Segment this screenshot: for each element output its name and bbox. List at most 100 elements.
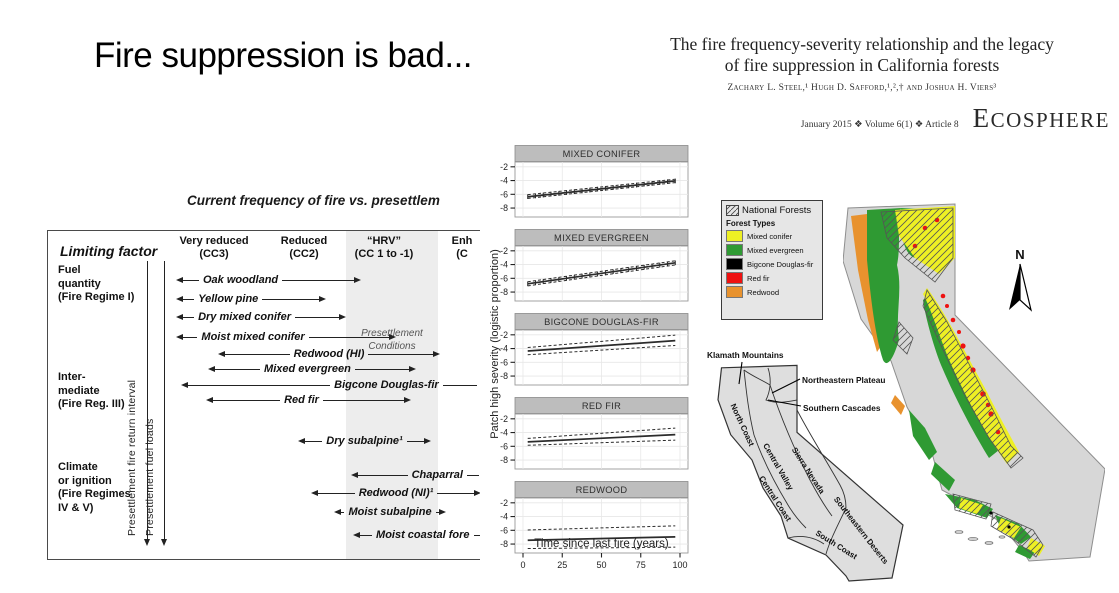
arrow-label: Dry subalpine¹ [326,435,403,447]
presettlement-conditions-note: Presettlement Conditions [361,328,423,352]
range-arrow-yellow-pine: Yellow pine [176,292,326,306]
chart-svg-mixed-conifer: MIXED CONIFER -2 -4 -6 -8 [500,145,689,218]
left-arrowhead [208,366,215,372]
map-legend: National Forests Forest Types Mixed coni… [721,200,823,320]
arrow-label: Dry mixed conifer [198,311,291,323]
callout-label-klamath-mountains: Klamath Mountains [707,350,784,360]
left-arrowhead [181,382,188,388]
national-forests-hatch-icon [726,205,739,216]
left-arrowhead [206,397,213,403]
arrow-line [183,298,195,300]
confidence-line [527,525,676,531]
right-arrowhead [404,397,412,403]
arrow-line [215,368,261,370]
arrow-line [358,474,408,476]
arrow-line [282,279,354,281]
range-arrow-red-fir: Red fir [206,393,412,407]
vertical-axis-arrowhead [144,539,151,546]
chart-svg-mixed-evergreen: MIXED EVERGREEN -2 -4 -6 -8 [500,229,689,302]
arrow-line [225,353,290,355]
y-tick-label: -4 [500,428,508,438]
channel-islands [954,530,1006,545]
legend-swatch-mixed-evergreen [726,244,743,256]
left-arrowhead [176,277,183,283]
mean-line [527,433,676,443]
legend-label-red-fir: Red fir [747,273,770,283]
chart-title-bar [514,397,689,414]
arrow-line [262,298,319,300]
legend-title-row: National Forests [726,205,818,216]
y-tick-label: -4 [500,176,508,186]
paper-title-line2: of fire suppression in California forest… [724,55,1000,75]
national-forest-hatching [880,207,1044,558]
left-arrowhead [334,509,341,515]
row-group-label-climate: Climate or ignition (Fire Regimes IV & V… [58,461,131,514]
row-group-label-inter: Inter- mediate (Fire Reg. III) [58,371,125,410]
left-arrowhead [311,490,318,496]
chart-title-bar [514,481,689,498]
confidence-line [527,178,676,196]
vertical-axis-label-presettlement-fuel-loads: Presettlement fuel loads [144,418,156,536]
y-tick-label: -2 [500,246,508,256]
arrow-line [442,384,477,386]
legend-swatch-redwood [726,286,743,298]
legend-label-bigcone-douglas-fir: Bigcone Douglas-fir [747,259,814,269]
hrv-shaded-band [346,231,438,559]
california-regions-inset-map: Klamath Mountains Northeastern Plateau Sou… [707,350,904,582]
right-arrowhead [409,366,416,372]
left-arrowhead [176,314,183,320]
left-arrowhead [176,296,183,302]
y-tick-label: -8 [500,287,508,297]
y-tick-label: -8 [500,455,508,465]
paper-authors: Zachary L. Steel,¹ Hugh D. Safford,¹,²,†… [727,83,997,93]
y-tick-label: -6 [500,441,508,451]
left-arrowhead [298,438,305,444]
x-tick-label: 100 [672,560,687,570]
y-tick-label: -2 [500,414,508,424]
legend-swatch-mixed-conifer [726,230,743,242]
right-arrowhead [433,351,441,357]
inset-region-boundaries [743,367,847,555]
range-arrow-moist-subalpine: Moist subalpine [334,505,446,519]
chart-title-bar [514,229,689,246]
vertical-axis-label-presettlement-fire-return-interval: Presettlement fire return interval [126,379,138,536]
california-forest-map [843,203,1105,562]
arrow-line [305,440,323,442]
confidence-line [527,182,676,199]
arrow-label: Chaparral [411,469,463,481]
limiting-factor-header: Limiting factor [60,243,158,259]
arrow-label: Redwood (HI) [293,348,365,360]
arrow-label: Mixed evergreen [264,363,351,375]
confidence-line [527,439,676,446]
legend-label-mixed-evergreen: Mixed evergreen [747,245,804,255]
x-tick-label: 25 [557,560,567,570]
row-group-label-fuel: Fuel quantity (Fire Regime I) [58,264,135,303]
legend-title: National Forests [742,205,812,216]
y-tick-label: -8 [500,539,508,549]
range-arrow-redwood-ni: Redwood (NI)¹ [311,486,480,500]
paper-issue-row: January 2015 ❖ Volume 6(1) ❖ Article 8 E… [612,103,1112,134]
paper-header: The fire frequency-severity relationship… [612,34,1112,134]
arrow-label: Bigcone Douglas-fir [334,379,439,391]
range-arrow-redwood-hi: Redwood (HI) [218,347,441,361]
left-arrowhead [218,351,225,357]
charts-column: MIXED CONIFER -2 -4 -6 -8 MIXED EVERGREEN -2 -4… [485,145,697,587]
arrow-line [322,399,405,401]
range-arrow-oak-woodland: Oak woodland [176,273,361,287]
x-tick-label: 50 [596,560,606,570]
arrow-line [294,316,339,318]
y-tick-label: -4 [500,512,508,522]
forest-types-label: Forest Types [726,219,776,228]
range-arrow-mixed-evergreen: Mixed evergreen [208,362,416,376]
arrow-line [354,368,409,370]
arrow-line [360,534,373,536]
column-header-3: “HRV” (CC 1 to -1) [354,235,414,260]
left-arrowhead [351,472,358,478]
callout-label-southern-cascades: Southern Cascades [803,403,881,413]
confidence-line [527,427,676,439]
right-arrowhead [474,490,480,496]
arrow-line [466,474,479,476]
arrow-label: Oak woodland [202,274,279,286]
range-arrow-dry-mixed-conifer: Dry mixed conifer [176,310,346,324]
